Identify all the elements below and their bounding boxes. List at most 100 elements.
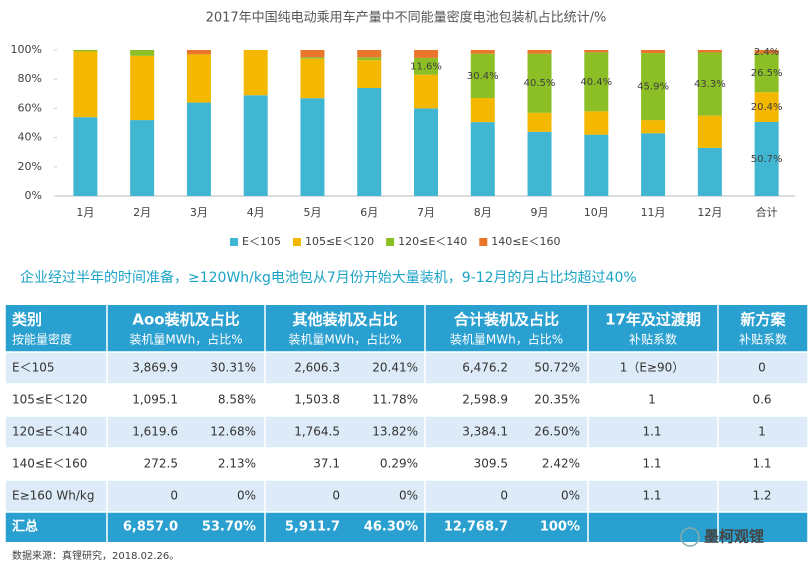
- bar-segment: [300, 50, 325, 58]
- table-cell: 0%: [237, 489, 256, 503]
- table-cell: 105≤E＜120: [12, 393, 87, 407]
- table-subheader: 装机量MWh，占比%: [288, 332, 401, 347]
- y-tick-label: 100%: [11, 43, 42, 56]
- bar-segment: [414, 50, 438, 58]
- bar-segment: [243, 95, 268, 196]
- table-row-bg: [5, 480, 808, 512]
- table-row-bg: [5, 352, 808, 384]
- bar-segment: [357, 60, 382, 88]
- legend-label: E＜105: [242, 235, 281, 248]
- watermark: 墨柯观锂: [680, 527, 764, 547]
- table-cell: 37.1: [313, 457, 340, 471]
- table-header-bg: [5, 305, 808, 352]
- bar-segment: [414, 74, 438, 109]
- bar-segment: [697, 50, 722, 53]
- x-tick-label: 9月: [531, 206, 549, 219]
- bar-segment: [470, 98, 495, 123]
- table-total-cell: 6,857.0: [123, 520, 178, 535]
- legend-label: 140≤E＜160: [491, 235, 560, 248]
- table-cell: 3,384.1: [462, 425, 508, 439]
- x-tick-label: 8月: [474, 206, 492, 219]
- table-row-bg: [5, 384, 808, 416]
- table-total-cell: 53.70%: [202, 520, 256, 535]
- chart-title: 2017年中国纯电动乘用车产量中不同能量密度电池包装机占比统计/%: [206, 10, 607, 26]
- table-cell: E≥160 Wh/kg: [12, 489, 94, 503]
- table-subheader: 补贴系数: [739, 332, 787, 347]
- table-cell: E＜105: [12, 361, 55, 375]
- table-subheader: 按能量密度: [12, 332, 72, 347]
- table-cell: 1.1: [642, 489, 661, 503]
- bar-segment: [641, 133, 666, 196]
- x-tick-label: 11月: [641, 206, 666, 219]
- watermark-text: 墨柯观锂: [704, 528, 764, 546]
- bar-segment: [186, 54, 211, 103]
- table-cell: 50.72%: [534, 361, 580, 375]
- table-cell: 2,606.3: [294, 361, 340, 375]
- watermark-icon: [680, 527, 700, 547]
- table-subheader: 装机量MWh，占比%: [129, 332, 242, 347]
- headline: 企业经过半年的时间准备，≥120Wh/kg电池包从7月份开始大量装机，9-12月…: [20, 269, 637, 286]
- legend-swatch: [479, 238, 488, 246]
- table-cell: 12.68%: [210, 425, 256, 439]
- table-cell: 6,476.2: [462, 361, 508, 375]
- table-cell: 2.13%: [218, 457, 256, 471]
- table-cell: 26.50%: [534, 425, 580, 439]
- table-row-bg: [5, 448, 808, 480]
- bar-segment: [641, 50, 666, 54]
- table-cell: 272.5: [144, 457, 178, 471]
- table-cell: 1（E≥90）: [620, 361, 685, 375]
- bar-segment: [73, 51, 98, 118]
- x-tick-label: 7月: [417, 206, 435, 219]
- source: 数据来源：真锂研究，2018.02.26。: [12, 549, 179, 562]
- table-cell: 11.78%: [372, 393, 418, 407]
- bar-segment: [130, 50, 155, 56]
- table-cell: 0: [500, 489, 508, 503]
- table-cell: 1.1: [642, 457, 661, 471]
- table-cell: 0%: [399, 489, 418, 503]
- legend-swatch: [230, 238, 238, 246]
- x-tick-label: 2月: [133, 206, 151, 219]
- bar-segment: [527, 131, 552, 196]
- data-label: 2.4%: [754, 47, 779, 58]
- bar-segment: [584, 111, 609, 135]
- table-header: 合计装机及占比: [453, 311, 559, 329]
- bar-segment: [754, 121, 779, 196]
- bar-segment: [584, 52, 609, 112]
- table-header: 17年及过渡期: [605, 311, 701, 329]
- bar-segment: [754, 53, 779, 93]
- y-tick-label: 60%: [18, 101, 42, 114]
- bar-segment: [300, 98, 325, 196]
- table-cell: 0: [170, 489, 178, 503]
- table-cell: 30.31%: [210, 361, 256, 375]
- bar-segment: [527, 50, 552, 54]
- table-total-cell: 5,911.7: [285, 520, 340, 535]
- table-cell: 0: [332, 489, 340, 503]
- table-cell: 1.2: [752, 489, 771, 503]
- bar-segment: [754, 50, 779, 54]
- table-row-bg: [5, 416, 808, 448]
- x-tick-label: 4月: [247, 206, 265, 219]
- bar-segment: [414, 108, 438, 196]
- table-cell: 2,598.9: [462, 393, 508, 407]
- x-tick-label: 3月: [190, 206, 208, 219]
- table-cell: 2.42%: [542, 457, 580, 471]
- bar-segment: [470, 50, 495, 54]
- bar-segment: [300, 57, 325, 59]
- x-tick-label: 12月: [697, 206, 722, 219]
- table-header: Aoo装机及占比: [132, 311, 239, 329]
- table-cell: 140≤E＜160: [12, 457, 87, 471]
- table-cell: 13.82%: [372, 425, 418, 439]
- table-cell: 1: [758, 425, 766, 439]
- data-label: 11.6%: [410, 61, 442, 72]
- data-label: 43.3%: [694, 79, 726, 90]
- bar-segment: [357, 50, 382, 58]
- table-header: 类别: [12, 311, 42, 329]
- bar-segment: [357, 57, 382, 61]
- table-cell: 1,095.1: [132, 393, 178, 407]
- bar-segment: [754, 92, 779, 122]
- x-tick-label: 1月: [76, 206, 94, 219]
- bar-segment: [641, 53, 666, 121]
- bar-segment: [697, 115, 722, 148]
- table-cell: 20.35%: [534, 393, 580, 407]
- table-cell: 1,764.5: [294, 425, 340, 439]
